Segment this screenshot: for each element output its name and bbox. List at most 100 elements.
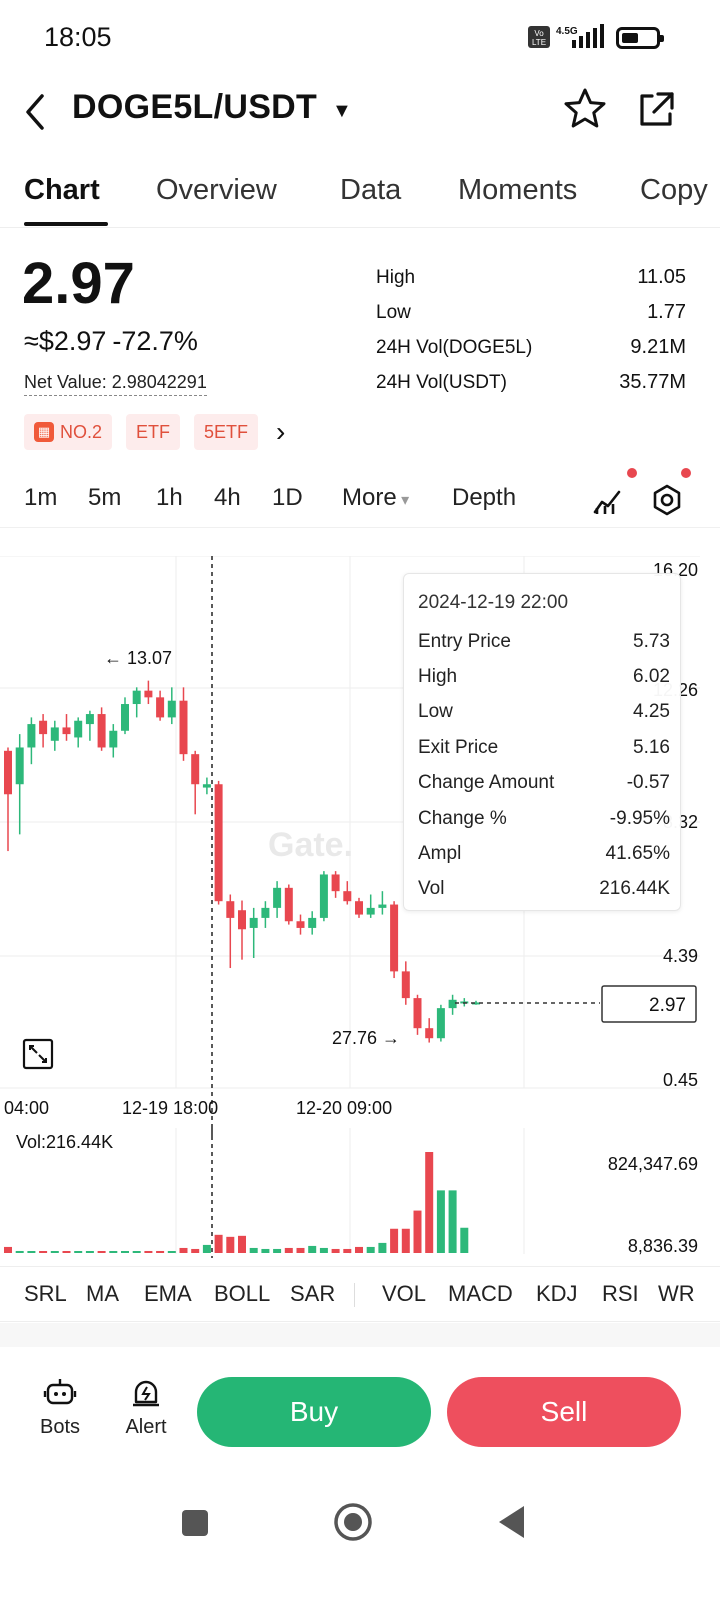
indicator-kdj[interactable]: KDJ bbox=[536, 1281, 578, 1306]
volume-bar bbox=[436, 1190, 445, 1253]
alert-button[interactable]: Alert bbox=[118, 1376, 174, 1439]
candlestick-chart[interactable]: Gate. ← 13.07 27.76 → 2.97 16.20 12.26 8… bbox=[0, 555, 720, 1140]
bottom-action-bar: Bots Alert Buy Sell bbox=[0, 1360, 720, 1470]
candle-svg[interactable]: Gate. ← 13.07 27.76 → 2.97 16.20 12.26 8… bbox=[0, 555, 720, 1140]
volume-bar bbox=[214, 1234, 223, 1253]
notification-dot bbox=[681, 468, 691, 478]
indicator-wr[interactable]: WR bbox=[658, 1281, 695, 1306]
volume-bar bbox=[425, 1152, 434, 1253]
vol-min-label: 8,836.39 bbox=[628, 1236, 698, 1256]
5etf-badge[interactable]: 5ETF bbox=[194, 414, 259, 450]
rank-badge[interactable]: ▦ NO.2 bbox=[24, 414, 113, 450]
timeframe-4h[interactable]: 4h bbox=[214, 484, 241, 511]
candle-body bbox=[413, 998, 422, 1029]
volume-bar bbox=[4, 1246, 12, 1253]
recents-icon[interactable] bbox=[180, 1508, 210, 1538]
tab-moments[interactable]: Moments bbox=[458, 174, 578, 206]
tab-copy[interactable]: Copy bbox=[640, 174, 708, 206]
indicator-srl[interactable]: SRL bbox=[24, 1281, 67, 1306]
star-icon[interactable] bbox=[562, 86, 608, 132]
indicator-rsi[interactable]: RSI bbox=[602, 1281, 639, 1306]
sell-button[interactable]: Sell bbox=[447, 1377, 681, 1447]
share-icon[interactable] bbox=[634, 88, 678, 132]
candle-body bbox=[401, 971, 410, 999]
volume-bar bbox=[167, 1251, 176, 1253]
candle-body bbox=[226, 901, 235, 918]
back-nav-icon[interactable] bbox=[496, 1504, 528, 1540]
tab-data[interactable]: Data bbox=[340, 174, 402, 206]
y-tick: 4.39 bbox=[663, 946, 698, 966]
etf-badge[interactable]: ETF bbox=[126, 414, 181, 450]
net-value[interactable]: Net Value: 2.98042291 bbox=[24, 372, 207, 396]
caret-down-icon[interactable]: ▼ bbox=[332, 100, 352, 122]
indicator-vol[interactable]: VOL bbox=[382, 1281, 427, 1306]
stat-label: High bbox=[376, 266, 416, 288]
candle-body bbox=[284, 887, 293, 922]
candle-body bbox=[238, 910, 246, 930]
candle-body bbox=[39, 720, 48, 735]
badge-row: ▦ NO.2 ETF 5ETF › bbox=[24, 414, 285, 450]
depth-tab[interactable]: Depth bbox=[452, 484, 517, 511]
timeframe-1d[interactable]: 1D bbox=[272, 484, 303, 511]
robot-icon bbox=[43, 1379, 77, 1405]
tab-active-indicator bbox=[24, 222, 108, 226]
vol-label: Vol:216.44K bbox=[16, 1132, 113, 1152]
tooltip-row: High 6.02 bbox=[418, 659, 670, 694]
indicator-boll[interactable]: BOLL bbox=[214, 1281, 271, 1306]
indicator-sar[interactable]: SAR bbox=[290, 1281, 336, 1306]
timeframe-1m[interactable]: 1m bbox=[24, 484, 58, 511]
volume-bar bbox=[202, 1244, 211, 1253]
indicator-macd[interactable]: MACD bbox=[448, 1281, 513, 1306]
candle-body bbox=[27, 724, 36, 748]
buy-button[interactable]: Buy bbox=[197, 1377, 431, 1447]
volume-bar bbox=[413, 1210, 422, 1253]
status-time: 18:05 bbox=[44, 22, 112, 52]
volume-bar bbox=[121, 1251, 129, 1253]
chevron-right-icon[interactable]: › bbox=[276, 416, 286, 447]
volume-chart[interactable]: Vol:216.44K 824,347.69 8,836.39 bbox=[0, 1128, 720, 1268]
notification-dot bbox=[627, 468, 637, 478]
candle-body bbox=[50, 727, 59, 741]
home-icon[interactable] bbox=[333, 1502, 373, 1542]
alert-bell-icon bbox=[133, 1380, 159, 1407]
timeframe-5m[interactable]: 5m bbox=[88, 484, 122, 511]
volume-bar bbox=[109, 1251, 118, 1253]
expand-icon[interactable] bbox=[22, 1038, 54, 1070]
indicator-ema[interactable]: EMA bbox=[144, 1281, 192, 1306]
indicator-chart-icon[interactable] bbox=[592, 484, 624, 516]
settings-hexagon-icon[interactable] bbox=[652, 484, 682, 516]
bots-label: Bots bbox=[39, 1416, 81, 1438]
volume-svg[interactable]: Vol:216.44K 824,347.69 8,836.39 bbox=[0, 1128, 720, 1268]
candle-body bbox=[202, 784, 211, 788]
stat-high: High 11.05 bbox=[376, 260, 686, 295]
max-price-label: ← 13.07 bbox=[104, 648, 172, 668]
timeframe-1h[interactable]: 1h bbox=[156, 484, 183, 511]
stat-value: 35.77M bbox=[619, 371, 686, 393]
tooltip-row: Exit Price 5.16 bbox=[418, 730, 670, 765]
pair-header: DOGE5L/USDT ▼ bbox=[0, 80, 720, 150]
signal-icon: Vo LTE 4.5G bbox=[528, 24, 604, 48]
volume-bar bbox=[27, 1251, 36, 1253]
back-arrow-icon[interactable] bbox=[20, 90, 50, 134]
tooltip-value: 5.73 bbox=[633, 630, 670, 652]
candle-body bbox=[167, 700, 176, 718]
timeframe-more[interactable]: More bbox=[342, 484, 409, 512]
tab-overview[interactable]: Overview bbox=[156, 174, 277, 206]
stat-value: 11.05 bbox=[637, 266, 686, 288]
candle-body bbox=[448, 999, 457, 1009]
volume-bar bbox=[308, 1245, 317, 1253]
tooltip-label: Change Amount bbox=[418, 772, 555, 794]
bots-button[interactable]: Bots bbox=[32, 1376, 88, 1439]
indicator-ma[interactable]: MA bbox=[86, 1281, 119, 1306]
tab-chart[interactable]: Chart bbox=[24, 174, 100, 206]
battery-icon bbox=[616, 27, 664, 49]
svg-text:Vo: Vo bbox=[534, 29, 544, 38]
tooltip-row: Change Amount -0.57 bbox=[418, 766, 670, 801]
watermark: Gate. bbox=[268, 826, 353, 864]
min-price-label: 27.76 → bbox=[332, 1028, 400, 1048]
tooltip-row: Vol 216.44K bbox=[418, 872, 670, 907]
stat-value: 9.21M bbox=[630, 336, 686, 358]
y-tick: 0.45 bbox=[663, 1070, 698, 1090]
pair-title[interactable]: DOGE5L/USDT bbox=[72, 88, 318, 126]
volume-grid bbox=[175, 1128, 525, 1254]
